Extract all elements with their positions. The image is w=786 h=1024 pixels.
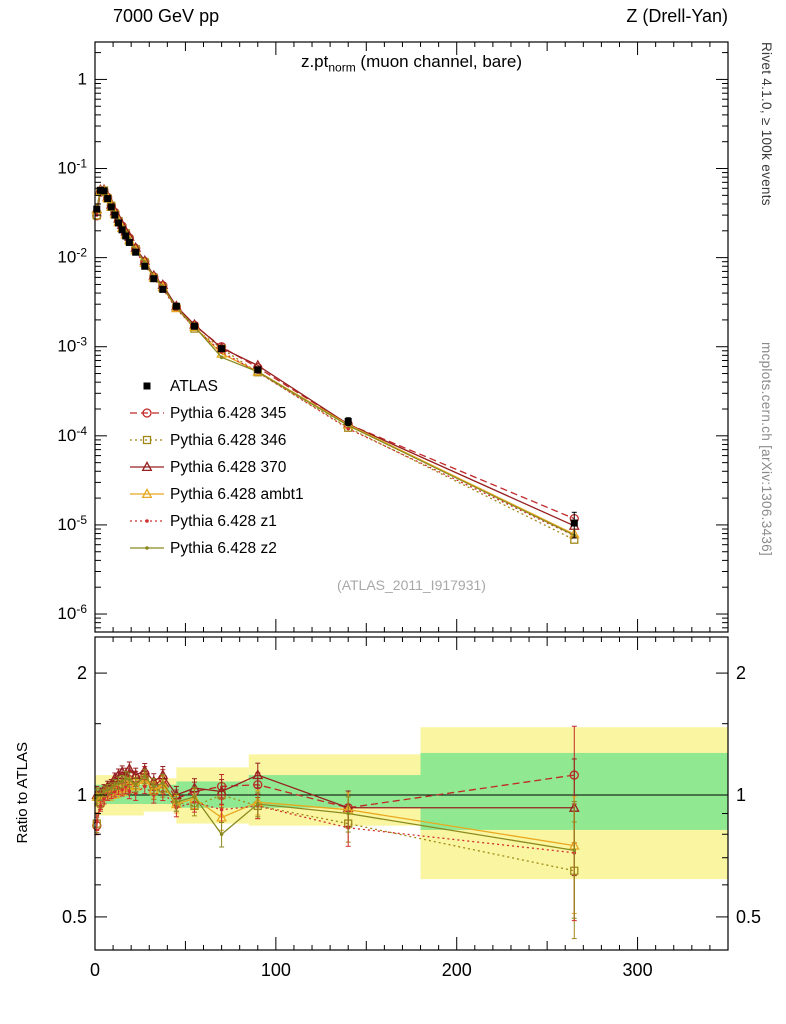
svg-text:Pythia 6.428 z2: Pythia 6.428 z2: [170, 540, 277, 557]
mcplots-arxiv-note: mcplots.cern.ch [arXiv:1306.3436]: [759, 342, 774, 557]
svg-text:Pythia 6.428 ambt1: Pythia 6.428 ambt1: [170, 486, 304, 503]
svg-text:10-4: 10-4: [57, 424, 87, 445]
svg-text:2: 2: [736, 663, 746, 683]
svg-text:Pythia 6.428 z1: Pythia 6.428 z1: [170, 513, 277, 530]
svg-text:300: 300: [623, 960, 653, 980]
svg-text:100: 100: [261, 960, 291, 980]
svg-text:0: 0: [90, 960, 100, 980]
svg-text:ATLAS: ATLAS: [170, 378, 218, 395]
process-label: Z (Drell-Yan): [626, 6, 728, 26]
observable-subscript: norm: [328, 60, 356, 75]
plot-title: z.ptnorm (muon channel, bare): [95, 52, 728, 74]
beam-energy-label: 7000 GeV pp: [113, 6, 220, 26]
rivet-version-note: Rivet 4.1.0, ≥ 100k events: [759, 42, 774, 206]
svg-text:10-3: 10-3: [57, 335, 87, 356]
svg-text:1: 1: [78, 69, 87, 88]
svg-text:10-1: 10-1: [57, 157, 87, 178]
svg-text:1: 1: [77, 785, 87, 805]
analysis-id-watermark: (ATLAS_2011_I917931): [337, 577, 486, 593]
svg-text:Pythia 6.428 345: Pythia 6.428 345: [170, 405, 286, 422]
svg-text:200: 200: [442, 960, 472, 980]
svg-text:Pythia 6.428 346: Pythia 6.428 346: [170, 432, 286, 449]
svg-text:10-5: 10-5: [57, 513, 87, 534]
title-qualifier: (muon channel, bare): [355, 52, 523, 71]
svg-text:1: 1: [736, 785, 746, 805]
ratio-axis-label: Ratio to ATLAS: [14, 742, 31, 844]
svg-text:0.5: 0.5: [736, 907, 761, 927]
svg-text:10-2: 10-2: [57, 246, 87, 267]
svg-text:0.5: 0.5: [62, 907, 87, 927]
observable-name: z.pt: [300, 52, 329, 71]
svg-text:Pythia 6.428 370: Pythia 6.428 370: [170, 459, 287, 476]
svg-text:2: 2: [77, 663, 87, 683]
svg-text:10-6: 10-6: [57, 602, 87, 623]
